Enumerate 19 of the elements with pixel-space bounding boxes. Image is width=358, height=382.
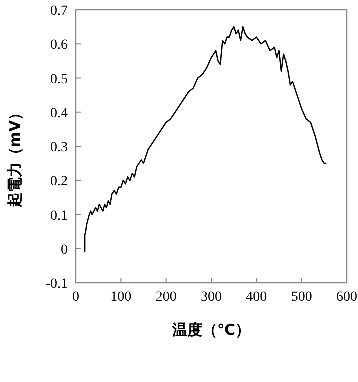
x-tick-label: 600 bbox=[336, 290, 358, 305]
x-tick-label: 300 bbox=[201, 290, 222, 305]
x-tick-label: 200 bbox=[156, 290, 177, 305]
y-tick-label: 0.6 bbox=[50, 38, 68, 54]
y-tick-label: 0.3 bbox=[50, 140, 68, 156]
x-tick-label: 500 bbox=[291, 290, 312, 305]
y-tick-label: 0 bbox=[61, 242, 68, 258]
x-tick-label: 400 bbox=[246, 290, 268, 305]
x-tick-label: 100 bbox=[110, 290, 132, 305]
y-tick-label: 0.2 bbox=[50, 174, 68, 190]
y-tick-label: 0.5 bbox=[50, 72, 68, 88]
x-axis-title: 温度（℃） bbox=[171, 321, 251, 339]
y-tick-label: 0.7 bbox=[50, 4, 68, 19]
y-tick-label: 0.4 bbox=[50, 106, 68, 122]
line-series bbox=[84, 26, 328, 253]
y-tick-label: 0.1 bbox=[50, 208, 68, 224]
y-axis-title: 起電力（mV） bbox=[6, 105, 24, 209]
y-tick-label: -0.1 bbox=[46, 277, 68, 292]
x-tick-label: 0 bbox=[72, 290, 80, 305]
